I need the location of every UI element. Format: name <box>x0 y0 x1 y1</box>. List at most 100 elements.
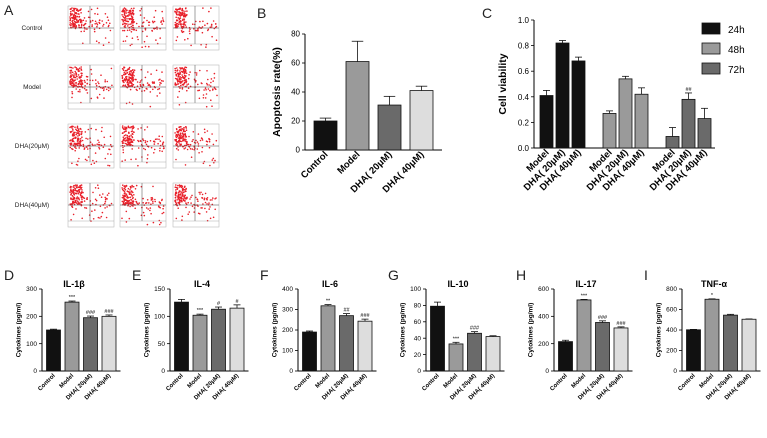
bar <box>229 307 245 372</box>
legend-swatch <box>701 22 721 35</box>
y-tick-label: 100 <box>282 348 293 355</box>
bar <box>704 298 720 372</box>
significance-label: *** <box>581 293 588 299</box>
bar <box>174 301 189 372</box>
scatter-thumbnail <box>119 182 167 228</box>
y-tick-label: 80 <box>414 303 422 310</box>
significance-label: ### <box>86 310 96 316</box>
bar <box>485 336 501 372</box>
y-axis-label: Apoptosis rate(%) <box>271 47 283 137</box>
significance-label: *** <box>453 336 460 342</box>
y-tick-label: 400 <box>666 327 677 334</box>
chart-title: TNF-α <box>701 279 727 289</box>
panel-letter: H <box>516 267 526 283</box>
category-label: Control <box>293 373 313 393</box>
significance-label: # <box>235 299 239 305</box>
legend-swatch <box>701 62 721 75</box>
y-tick-label: 0.4 <box>518 93 530 102</box>
significance-label: ** <box>326 299 331 305</box>
bar <box>697 118 712 149</box>
category-label: Model <box>315 373 332 390</box>
y-tick-label: 20 <box>291 117 300 126</box>
bar <box>539 95 554 149</box>
y-tick-label: 0.8 <box>518 42 530 51</box>
bar <box>211 308 226 372</box>
legend-swatch <box>701 42 721 55</box>
y-tick-label: 300 <box>282 307 293 314</box>
category-label: Control <box>421 373 441 393</box>
panel-letter: E <box>132 267 141 283</box>
scatter-thumbnail <box>172 123 220 169</box>
y-axis-label: Cytokines (pg/ml) <box>271 303 278 358</box>
bar <box>357 320 373 372</box>
bar <box>555 42 570 149</box>
bar <box>83 317 98 372</box>
il-1b-chart: D IL-1β 0 100 200 300 Cytokines (pg/ml) Control… <box>4 267 121 401</box>
y-tick-label: 200 <box>26 314 37 321</box>
category-label: Model <box>59 373 76 390</box>
bar <box>46 329 61 372</box>
y-tick-label: 0 <box>545 368 549 375</box>
bar <box>618 78 633 149</box>
y-tick-label: 200 <box>282 327 293 334</box>
y-axis-label: Cell viability <box>497 53 509 114</box>
y-tick-label: 0.0 <box>518 144 530 153</box>
row-label: Control <box>22 25 44 32</box>
y-tick-label: 200 <box>538 341 549 348</box>
significance-label: ### <box>104 309 114 315</box>
chart-title: IL-1β <box>63 279 85 289</box>
significance-label: ### <box>470 326 480 332</box>
panel-i: I TNF-α 0 200 400 600 800 Cytokines (pg/ml) Cont… <box>640 258 767 433</box>
panel-letter: F <box>260 267 269 283</box>
legend-label: 24h <box>728 25 745 36</box>
bar <box>64 301 80 372</box>
y-tick-label: 50 <box>158 341 166 348</box>
y-tick-label: 0.6 <box>518 67 530 76</box>
category-label: Control <box>165 373 185 393</box>
panel-letter: C <box>482 5 492 21</box>
significance-label: ## <box>343 308 350 314</box>
chart-title: IL-4 <box>194 279 210 289</box>
il-17-chart: H IL-17 0 200 400 600 Cytokines (pg/ml) Control… <box>516 267 633 401</box>
panel-a-letter: A <box>4 2 14 18</box>
tnf-a-chart: I TNF-α 0 200 400 600 800 Cytokines (pg/ml) Cont… <box>644 267 761 401</box>
bar <box>613 327 629 372</box>
bar <box>602 113 617 149</box>
panel-h: H IL-17 0 200 400 600 Cytokines (pg/ml) Control… <box>512 258 640 433</box>
bar <box>634 93 649 149</box>
row-label: Model <box>23 84 41 91</box>
legend-label: 48h <box>728 45 745 56</box>
y-tick-label: 1.0 <box>518 16 530 25</box>
significance-label: ### <box>598 315 608 321</box>
bar <box>320 305 336 372</box>
panel-d: D IL-1β 0 100 200 300 Cytokines (pg/ml) Control… <box>0 258 128 433</box>
panel-e: E IL-4 0 50 100 150 Cytokines (pg/ml) Control **… <box>128 258 256 433</box>
bar <box>192 314 208 372</box>
y-tick-label: 0.2 <box>518 118 530 127</box>
y-tick-label: 0 <box>417 368 421 375</box>
bar <box>571 60 586 149</box>
significance-label: ### <box>616 321 626 327</box>
bar <box>686 329 701 372</box>
category-label: Control <box>677 373 697 393</box>
legend-label: 72h <box>728 65 745 76</box>
category-label: Model <box>571 373 588 390</box>
category-label: Model <box>187 373 204 390</box>
bar <box>665 136 680 149</box>
y-tick-label: 60 <box>414 319 422 326</box>
bar <box>409 90 434 151</box>
panel-letter: D <box>4 267 14 283</box>
bar <box>723 314 738 372</box>
y-tick-label: 20 <box>414 352 422 359</box>
bar <box>595 322 610 372</box>
y-tick-label: 80 <box>291 30 300 39</box>
y-tick-label: 100 <box>410 286 421 293</box>
y-tick-label: 100 <box>154 314 165 321</box>
y-axis-label: Cytokines (pg/ml) <box>527 303 534 358</box>
significance-label: *** <box>197 308 204 314</box>
y-tick-label: 0 <box>673 368 677 375</box>
scatter-thumbnail <box>119 5 167 51</box>
bar <box>576 299 592 372</box>
scatter-thumbnail <box>172 182 220 228</box>
